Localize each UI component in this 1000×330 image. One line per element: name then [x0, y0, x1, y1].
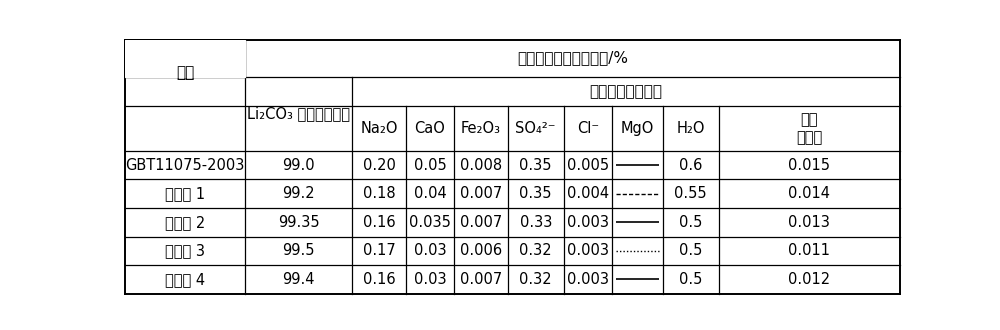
Text: 盐酸
不溶物: 盐酸 不溶物 [796, 112, 822, 145]
Text: 0.16: 0.16 [363, 272, 396, 287]
Text: MgO: MgO [621, 121, 654, 136]
Text: 0.014: 0.014 [788, 186, 830, 201]
Text: 0.011: 0.011 [788, 243, 830, 258]
Text: 0.5: 0.5 [679, 243, 702, 258]
Text: CaO: CaO [415, 121, 445, 136]
Text: 0.35: 0.35 [520, 186, 552, 201]
Text: Na₂O: Na₂O [360, 121, 398, 136]
Text: 牌号: 牌号 [176, 65, 194, 81]
Text: 0.015: 0.015 [788, 158, 830, 173]
Text: 0.18: 0.18 [363, 186, 396, 201]
Text: 0.007: 0.007 [460, 186, 502, 201]
Text: 0.35: 0.35 [520, 158, 552, 173]
Text: Li₂CO₃ 主含量不小于: Li₂CO₃ 主含量不小于 [247, 106, 350, 121]
Text: 0.008: 0.008 [460, 158, 502, 173]
Text: 实施例 2: 实施例 2 [165, 215, 205, 230]
Text: 0.5: 0.5 [679, 215, 702, 230]
Text: 0.03: 0.03 [414, 243, 446, 258]
Text: 杂质含量，不大于: 杂质含量，不大于 [590, 84, 663, 99]
Text: 0.013: 0.013 [788, 215, 830, 230]
Text: 实施例 1: 实施例 1 [165, 186, 205, 201]
Text: 0.003: 0.003 [567, 243, 609, 258]
Text: 0.05: 0.05 [414, 158, 446, 173]
Text: 0.32: 0.32 [519, 272, 552, 287]
Text: 0.005: 0.005 [567, 158, 609, 173]
Text: Cl⁻: Cl⁻ [577, 121, 599, 136]
Text: 牌号: 牌号 [176, 65, 194, 81]
Text: 0.55: 0.55 [674, 186, 707, 201]
Text: 0.03: 0.03 [414, 272, 446, 287]
Text: 0.04: 0.04 [414, 186, 446, 201]
Text: 实施例 3: 实施例 3 [165, 243, 205, 258]
Text: H₂O: H₂O [676, 121, 705, 136]
Text: 0.004: 0.004 [567, 186, 609, 201]
Text: 99.35: 99.35 [278, 215, 319, 230]
Text: 0.6: 0.6 [679, 158, 702, 173]
Text: 99.5: 99.5 [282, 243, 315, 258]
Text: 99.2: 99.2 [282, 186, 315, 201]
Text: 0.006: 0.006 [460, 243, 502, 258]
Bar [125, 40, 245, 77]
Text: 0.17: 0.17 [363, 243, 396, 258]
Text: 0.003: 0.003 [567, 272, 609, 287]
Text: GBT11075-2003: GBT11075-2003 [125, 158, 245, 173]
Text: 0.33: 0.33 [520, 215, 552, 230]
Text: 0.007: 0.007 [460, 272, 502, 287]
Text: 化学成分（质量分数）/%: 化学成分（质量分数）/% [517, 50, 628, 66]
Text: 0.003: 0.003 [567, 215, 609, 230]
Text: 实施例 4: 实施例 4 [165, 272, 205, 287]
Text: 99.0: 99.0 [282, 158, 315, 173]
Text: 化学成分（质量分数）/%: 化学成分（质量分数）/% [130, 50, 241, 66]
Text: Fe₂O₃: Fe₂O₃ [461, 121, 501, 136]
Text: 0.16: 0.16 [363, 215, 396, 230]
Text: 0.5: 0.5 [679, 272, 702, 287]
Text: 0.007: 0.007 [460, 215, 502, 230]
Text: SO₄²⁻: SO₄²⁻ [516, 121, 556, 136]
Text: 0.20: 0.20 [363, 158, 396, 173]
Text: 0.035: 0.035 [409, 215, 451, 230]
Text: 0.012: 0.012 [788, 272, 830, 287]
Text: 99.4: 99.4 [282, 272, 315, 287]
Text: 0.32: 0.32 [519, 243, 552, 258]
